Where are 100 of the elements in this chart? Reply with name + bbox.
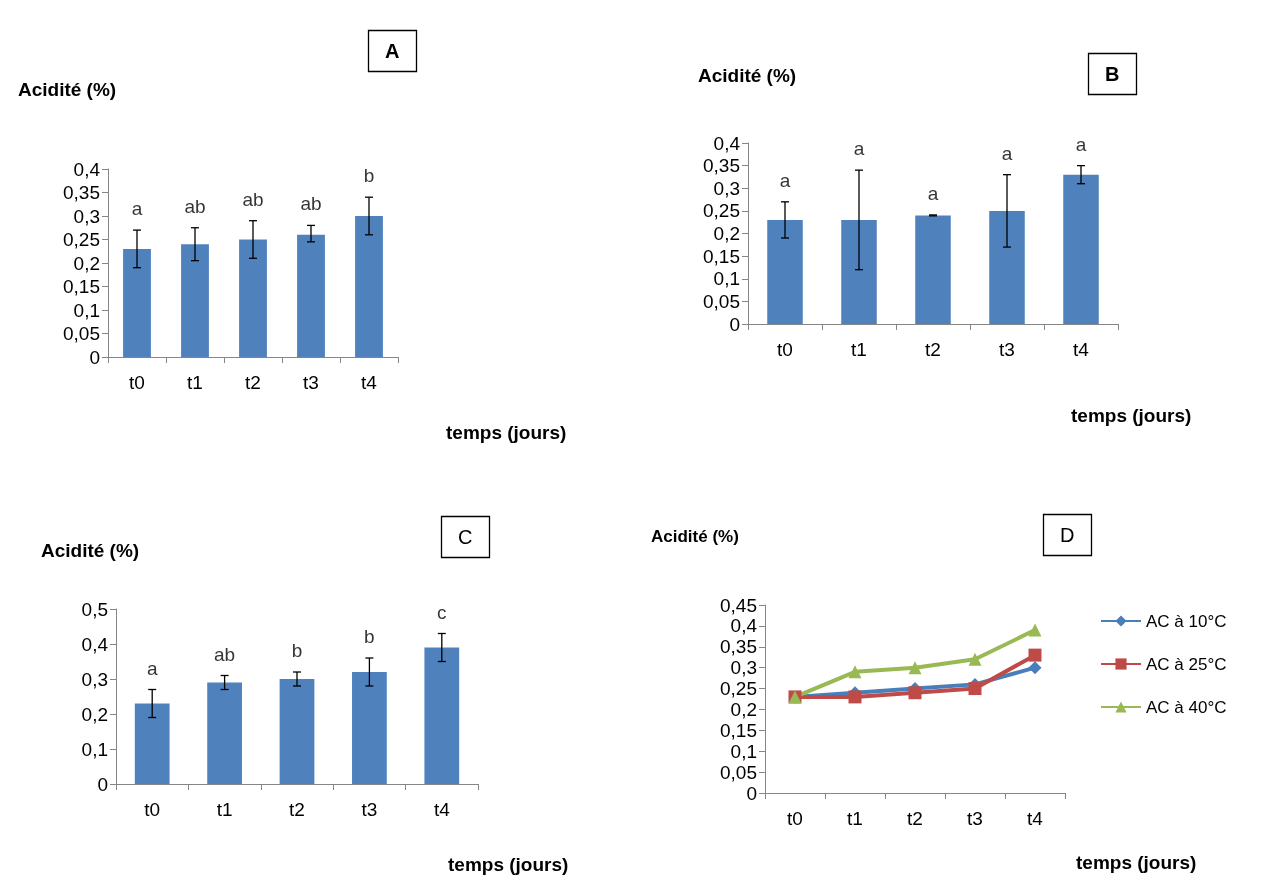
annotation: c xyxy=(437,601,447,623)
annotation: a xyxy=(146,657,158,679)
bar xyxy=(352,672,387,784)
y-tick-label: 0,05 xyxy=(63,323,100,344)
y-tick-label: 0,45 xyxy=(720,594,757,616)
y-tick-label: 0,2 xyxy=(73,252,100,274)
legend-label: AC à 10°C xyxy=(1146,611,1227,631)
annotation: a xyxy=(1001,142,1013,164)
annotation: ab xyxy=(300,193,322,215)
y-tick-label: 0,1 xyxy=(81,738,108,760)
bar xyxy=(181,244,209,357)
annotation: a xyxy=(1075,133,1087,155)
chart-title: D xyxy=(1060,524,1075,546)
y-tick-label: 0,3 xyxy=(81,668,108,690)
bar xyxy=(355,216,383,357)
y-tick-label: 0,2 xyxy=(730,698,757,720)
bar xyxy=(841,219,877,324)
y-tick-label: 0,15 xyxy=(63,276,100,297)
point xyxy=(848,665,862,679)
bar xyxy=(207,682,242,784)
y-tick-label: 0,1 xyxy=(730,740,757,762)
x-tick-label: t0 xyxy=(787,808,803,829)
x-tick-label: t1 xyxy=(216,799,233,820)
x-axis-title: temps (jours) xyxy=(1076,852,1197,873)
legend-label: AC à 25°C xyxy=(1146,654,1227,674)
y-tick-label: 0 xyxy=(729,313,740,335)
bar xyxy=(297,234,325,357)
bar xyxy=(424,647,460,784)
x-tick-label: t2 xyxy=(245,372,261,393)
point xyxy=(1028,648,1042,662)
y-tick-label: 0,1 xyxy=(713,268,740,290)
x-tick-label: t4 xyxy=(433,799,451,820)
point xyxy=(968,652,982,666)
x-tick-label: t2 xyxy=(289,799,305,820)
point xyxy=(1028,623,1042,637)
x-tick-label: t1 xyxy=(851,339,867,360)
bar xyxy=(1063,174,1099,324)
y-tick-label: 0 xyxy=(89,346,100,368)
x-axis-title: temps (jours) xyxy=(1071,405,1192,426)
x-tick-label: t4 xyxy=(1073,339,1090,360)
y-tick-label: 0 xyxy=(97,773,108,795)
chart-title: A xyxy=(385,40,400,62)
x-tick-label: t3 xyxy=(361,799,378,820)
annotation: b xyxy=(363,165,375,187)
annotation: ab xyxy=(242,188,264,210)
annotation: ab xyxy=(184,195,206,217)
y-tick-label: 0,4 xyxy=(73,158,101,180)
y-tick-label: 0,35 xyxy=(703,155,740,177)
annotation: b xyxy=(364,626,375,647)
y-tick-label: 0,05 xyxy=(703,290,740,312)
x-tick-label: t2 xyxy=(925,339,941,360)
x-tick-label: t1 xyxy=(847,808,863,829)
bar xyxy=(989,210,1025,324)
y-tick-label: 0,05 xyxy=(720,761,757,783)
annotation: a xyxy=(927,182,939,204)
y-tick-label: 0 xyxy=(746,782,757,804)
y-axis-title: Acidité (%) xyxy=(18,79,117,100)
point xyxy=(1028,661,1042,675)
y-tick-label: 0,15 xyxy=(720,719,757,741)
bar xyxy=(134,703,170,784)
y-axis-title: Acidité (%) xyxy=(698,65,797,86)
bar xyxy=(767,219,803,324)
x-tick-label: t4 xyxy=(1027,808,1044,829)
x-tick-label: t1 xyxy=(187,372,203,393)
y-tick-label: 0,5 xyxy=(81,598,108,620)
y-axis-title: Acidité (%) xyxy=(41,540,140,561)
y-tick-label: 0,3 xyxy=(730,657,757,679)
y-axis-title: Acidité (%) xyxy=(651,527,739,546)
annotation: a xyxy=(131,198,143,220)
point xyxy=(848,690,862,704)
x-axis-title: temps (jours) xyxy=(448,854,569,875)
y-tick-label: 0,1 xyxy=(73,299,100,321)
y-tick-label: 0,35 xyxy=(63,182,100,203)
y-tick-label: 0,25 xyxy=(703,200,740,222)
annotation: ab xyxy=(214,643,236,665)
y-tick-label: 0,25 xyxy=(63,229,100,250)
bar xyxy=(279,679,315,784)
bar xyxy=(239,239,267,357)
y-tick-label: 0,25 xyxy=(720,678,757,700)
chart-title: C xyxy=(458,526,473,548)
bar xyxy=(915,215,951,324)
y-tick-label: 0,2 xyxy=(713,223,740,244)
y-tick-label: 0,3 xyxy=(713,177,740,199)
x-tick-label: t3 xyxy=(303,372,319,393)
x-axis-title: temps (jours) xyxy=(446,422,567,443)
y-tick-label: 0,4 xyxy=(81,633,109,655)
y-tick-label: 0,4 xyxy=(730,615,758,637)
chart-title: B xyxy=(1105,63,1120,85)
point xyxy=(908,686,922,700)
legend-label: AC à 40°C xyxy=(1146,697,1227,717)
y-tick-label: 0,3 xyxy=(73,205,100,227)
bar xyxy=(123,248,151,357)
y-tick-label: 0,4 xyxy=(713,132,741,154)
point xyxy=(968,682,982,696)
x-tick-label: t2 xyxy=(907,808,923,829)
x-tick-label: t3 xyxy=(967,808,983,829)
y-tick-label: 0,15 xyxy=(703,245,740,267)
x-tick-label: t0 xyxy=(777,339,793,360)
x-tick-label: t4 xyxy=(361,372,378,393)
y-tick-label: 0,2 xyxy=(81,703,108,725)
